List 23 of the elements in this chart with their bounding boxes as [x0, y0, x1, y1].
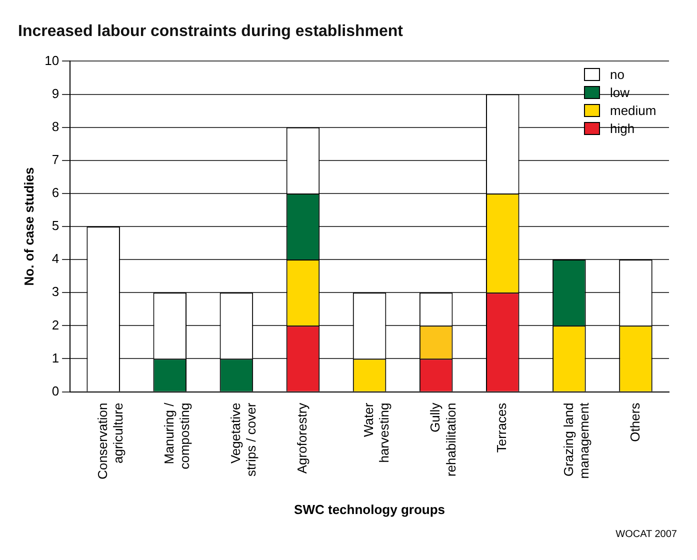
y-tick-label: 8 — [52, 118, 60, 134]
y-tick-label: 9 — [52, 86, 60, 101]
y-tick-label: 7 — [52, 152, 60, 167]
legend-label: no — [609, 66, 626, 82]
y-tick-label: 3 — [52, 284, 60, 300]
x-tick-label: Agroforestry — [294, 402, 310, 474]
x-tick-label: Others — [627, 402, 642, 442]
chart-title: Increased labour constraints during establishment — [18, 23, 404, 40]
x-axis-title: SWC technology groups — [294, 502, 446, 517]
legend-label: medium — [609, 102, 658, 118]
y-tick-label: 0 — [52, 383, 60, 398]
y-tick-label: 5 — [52, 218, 60, 234]
x-tick-label: Grazing land management — [560, 402, 592, 479]
y-axis-title: No. of case studies — [21, 167, 36, 286]
y-tick-label: 2 — [52, 317, 60, 332]
x-tick-label: Conservation agriculture — [94, 402, 126, 480]
y-tick-label: 1 — [52, 350, 60, 366]
text: WOCAT 2007 — [616, 529, 677, 540]
y-tick-label: 10 — [44, 52, 60, 68]
y-tick-label: 6 — [52, 185, 60, 200]
x-tick-label: Water harvesting — [361, 402, 392, 463]
x-tick-label: Terraces — [494, 402, 510, 453]
y-tick-label: 4 — [52, 251, 60, 266]
